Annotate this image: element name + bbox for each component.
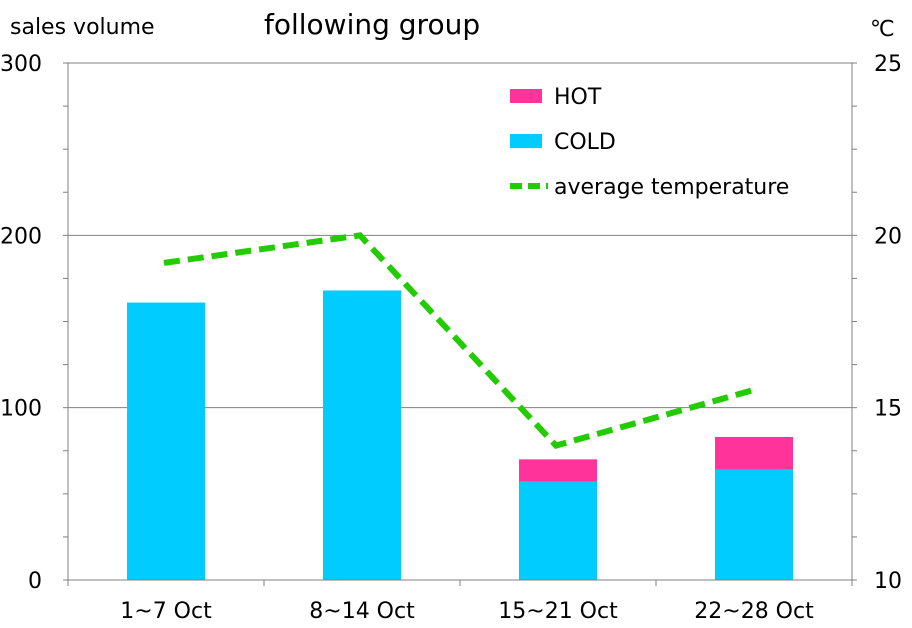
temperature-line <box>163 232 753 449</box>
y2-tick-label: 15 <box>874 397 902 422</box>
x-tick-label: 8~14 Oct <box>309 599 415 624</box>
legend: HOT COLD average temperature <box>510 85 789 200</box>
legend-swatch <box>510 134 542 148</box>
bar-cold <box>323 290 401 580</box>
y-tick-label: 0 <box>28 569 42 594</box>
legend-label: average temperature <box>554 175 789 200</box>
legend-swatch <box>510 89 542 103</box>
temperature-point <box>751 389 753 391</box>
bar-cold <box>715 469 793 580</box>
legend-label: COLD <box>554 130 616 155</box>
temperature-point <box>359 234 361 236</box>
x-tick-label: 1~7 Oct <box>120 599 212 624</box>
legend-label: HOT <box>554 85 602 110</box>
bar-hot <box>715 436 793 470</box>
y2-tick-label: 25 <box>874 52 902 77</box>
axes <box>63 62 857 586</box>
bar-hot <box>519 459 597 482</box>
y2-axis-title: ℃ <box>870 17 895 42</box>
bar-cold <box>127 302 205 580</box>
x-tick-label: 22~28 Oct <box>694 599 814 624</box>
bars <box>127 290 793 580</box>
y-tick-label: 200 <box>0 224 42 249</box>
bar-cold <box>519 481 597 580</box>
chart-title: following group <box>264 8 480 41</box>
y-tick-label: 100 <box>0 397 42 422</box>
tick-labels: 0 100 200 300 10 15 20 25 1~7 Oct 8~14 Oct 15~21 O… <box>0 52 902 624</box>
y2-tick-label: 10 <box>874 569 902 594</box>
y-axis-title: sales volume <box>10 15 155 40</box>
temperature-point <box>555 445 557 447</box>
y2-tick-label: 20 <box>874 224 902 249</box>
y-tick-label: 300 <box>0 52 42 77</box>
temperature-point <box>163 262 165 264</box>
x-tick-label: 15~21 Oct <box>498 599 618 624</box>
temperature-series-line <box>163 232 753 449</box>
